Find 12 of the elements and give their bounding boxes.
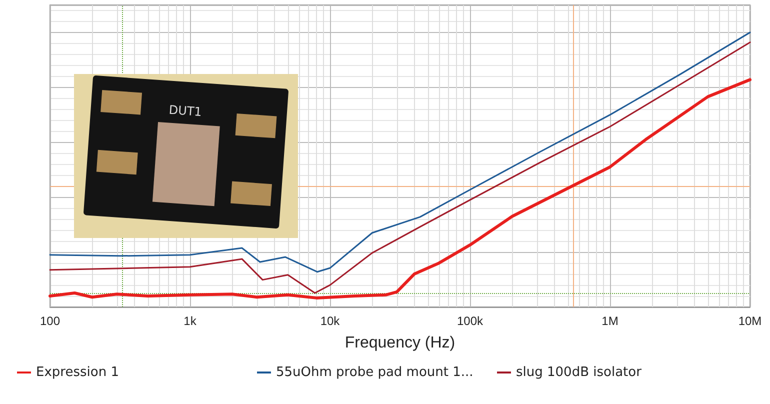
legend-label: 55uOhm probe pad mount 1... [276,365,474,380]
x-tick-label: 100k [456,314,484,328]
x-tick-label: 1M [602,314,618,328]
x-tick-label: 10k [320,314,341,328]
x-tick-label: 100 [40,314,60,328]
legend-label: slug 100dB isolator [516,365,642,380]
legend-label: Expression 1 [36,365,119,380]
circuit-board-photo: DUT1 [74,74,298,238]
x-tick-label: 1k [184,314,198,328]
annotation: DUT1 [168,102,202,119]
x-axis-title: Frequency (Hz) [344,334,456,352]
x-tick-label: 10M [738,314,762,328]
